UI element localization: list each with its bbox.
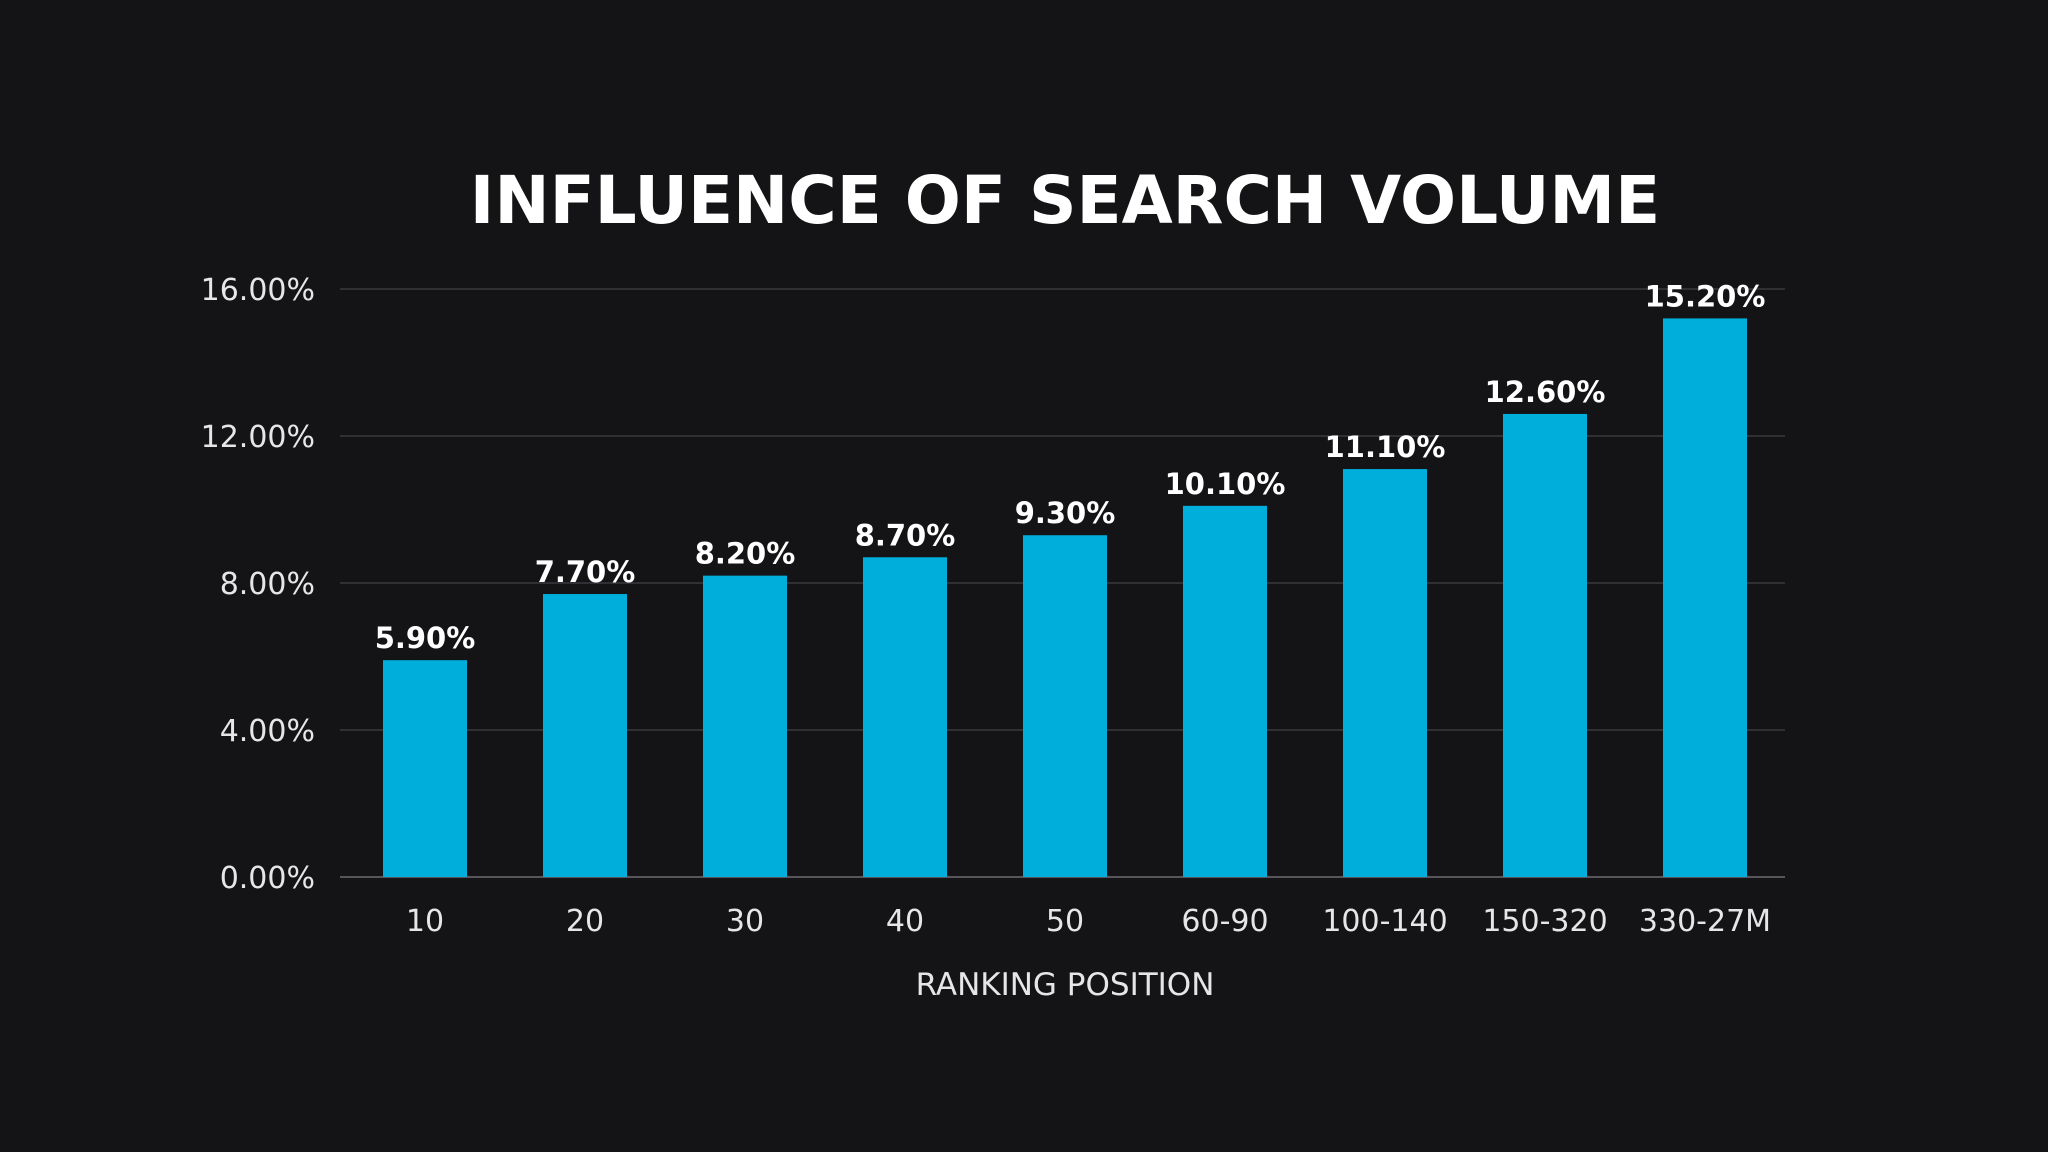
bar bbox=[543, 594, 627, 877]
bar bbox=[1023, 535, 1107, 877]
x-tick-label: 150-320 bbox=[1482, 904, 1607, 939]
y-tick-label: 16.00% bbox=[201, 273, 315, 308]
data-label: 15.20% bbox=[1645, 279, 1766, 313]
bar bbox=[1663, 318, 1747, 877]
bar bbox=[1503, 413, 1587, 877]
data-label: 8.70% bbox=[855, 518, 956, 552]
y-tick-label: 8.00% bbox=[220, 567, 315, 602]
data-label: 9.30% bbox=[1015, 496, 1116, 530]
x-tick-label: 100-140 bbox=[1322, 904, 1447, 939]
x-axis-tick-labels: 10 20 30 40 50 60-90 100-140 150-320 330-27M bbox=[406, 904, 1771, 939]
bar bbox=[383, 660, 467, 877]
x-axis-title: RANKING POSITION bbox=[916, 967, 1215, 1003]
x-tick-label: 60-90 bbox=[1181, 904, 1268, 939]
data-labels: 5.90% 7.70% 8.20% 8.70% 9.30% 10.10% 11.10% 12.… bbox=[375, 279, 1766, 655]
x-tick-label: 40 bbox=[886, 904, 924, 939]
data-label: 7.70% bbox=[535, 555, 636, 589]
bars bbox=[383, 318, 1747, 877]
bar bbox=[1343, 469, 1427, 877]
y-tick-label: 0.00% bbox=[220, 861, 315, 896]
y-axis-tick-labels: 0.00% 4.00% 8.00% 12.00% 16.00% bbox=[201, 273, 315, 896]
data-label: 11.10% bbox=[1325, 430, 1446, 464]
data-label: 12.60% bbox=[1485, 375, 1606, 409]
y-tick-label: 12.00% bbox=[201, 420, 315, 455]
x-tick-label: 330-27M bbox=[1639, 904, 1771, 939]
x-tick-label: 50 bbox=[1046, 904, 1084, 939]
data-label: 5.90% bbox=[375, 621, 476, 655]
bar bbox=[863, 557, 947, 877]
bar bbox=[1183, 505, 1267, 877]
data-label: 8.20% bbox=[695, 537, 796, 571]
y-tick-label: 4.00% bbox=[220, 714, 315, 749]
x-tick-label: 30 bbox=[726, 904, 764, 939]
chart-title: INFLUENCE OF SEARCH VOLUME bbox=[470, 162, 1660, 239]
x-tick-label: 10 bbox=[406, 904, 444, 939]
bar bbox=[703, 575, 787, 877]
x-tick-label: 20 bbox=[566, 904, 604, 939]
data-label: 10.10% bbox=[1165, 467, 1286, 501]
